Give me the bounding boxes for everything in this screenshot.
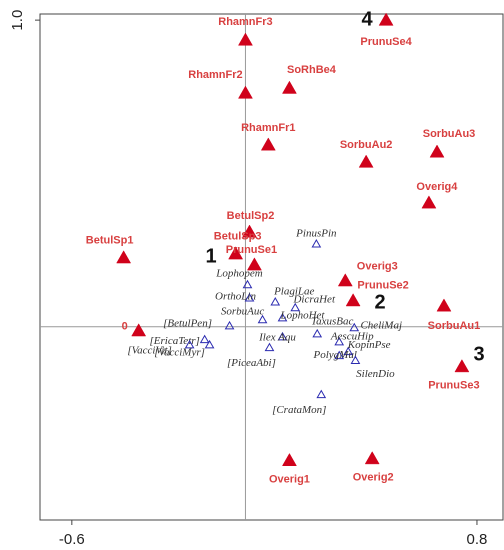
point-label: OrthoLin — [215, 291, 256, 303]
point-label: Lophopem — [215, 267, 263, 279]
point-marker — [204, 339, 215, 349]
point-label: BetulSp2 — [227, 210, 275, 222]
point-marker — [311, 238, 322, 248]
point-marker — [238, 32, 253, 46]
point-label: RhamnFr2 — [188, 69, 242, 81]
point-label: PolygMul — [313, 349, 357, 361]
point-label: PrunuSe2 — [357, 280, 408, 292]
x-tick-label: 0.8 — [467, 531, 488, 548]
point-marker — [270, 296, 281, 306]
point-label: Overig3 — [357, 261, 398, 273]
point-marker — [337, 273, 353, 287]
point-marker — [378, 12, 394, 26]
point-label: AescuHip — [330, 330, 374, 342]
point-label: DicraHet — [292, 293, 335, 305]
plot-frame — [39, 13, 504, 521]
point-label: LophoHet — [279, 309, 325, 321]
point-marker — [116, 250, 132, 264]
point-label: SoRhBe4 — [287, 64, 337, 76]
point-label: CheliMaj — [360, 319, 402, 331]
point-label: SorbuAu3 — [423, 128, 476, 140]
point-marker — [277, 331, 288, 341]
point-marker — [242, 279, 253, 289]
point-label: BetulSp3 — [214, 231, 262, 243]
point-marker — [364, 451, 380, 465]
point-marker — [224, 320, 235, 330]
annotation: 3 — [473, 343, 484, 365]
point-marker — [238, 85, 253, 99]
point-marker — [199, 334, 210, 344]
annotation: 4 — [361, 8, 373, 30]
point-label: PrunuSe3 — [428, 380, 479, 392]
annotation: 2 — [374, 291, 385, 313]
y-tick-label: 1.0 — [9, 10, 26, 31]
point-label: RhamnFr3 — [218, 16, 272, 28]
point-label: [BetulPen] — [163, 317, 212, 329]
point-marker — [312, 328, 323, 338]
point-label: [VacciMyr] — [154, 346, 205, 358]
point-label: PinusPin — [295, 228, 337, 240]
point-label: [VacciVit] — [127, 344, 171, 356]
point-label: RhamnFr1 — [241, 122, 295, 134]
x-tick-label: -0.6 — [59, 531, 85, 548]
point-marker — [334, 350, 345, 360]
point-marker — [257, 314, 268, 324]
point-marker — [242, 224, 257, 238]
point-label: PrunuSe1 — [226, 244, 277, 256]
point-label: Overig1 — [269, 473, 310, 485]
point-label: 0 — [122, 321, 128, 333]
point-marker — [228, 246, 244, 260]
point-marker — [184, 339, 195, 349]
point-marker — [349, 322, 360, 332]
point-marker — [260, 137, 276, 151]
point-label: KopinPse — [347, 339, 391, 351]
point-label: Overig2 — [353, 472, 394, 484]
point-label: PlagiLae — [273, 285, 314, 297]
point-marker — [421, 195, 437, 209]
point-marker — [345, 293, 361, 307]
point-marker — [131, 323, 147, 337]
point-marker — [436, 298, 452, 312]
point-marker — [246, 257, 262, 271]
point-marker — [282, 453, 297, 467]
point-marker — [454, 359, 470, 373]
point-marker — [316, 389, 327, 399]
point-label: TaxusBac — [311, 315, 353, 327]
point-label: Overig4 — [416, 181, 458, 193]
point-label: SilenDio — [356, 368, 395, 380]
point-marker — [334, 336, 345, 346]
point-marker — [282, 80, 297, 94]
point-label: Ilex Aqu — [258, 331, 296, 343]
point-label: [CrataMon] — [272, 404, 326, 416]
point-marker — [264, 342, 275, 352]
point-label: SorbuAuc — [221, 305, 265, 317]
point-label: PrunuSe4 — [360, 36, 412, 48]
point-marker — [290, 302, 301, 312]
point-marker — [429, 144, 445, 158]
point-marker — [277, 312, 288, 322]
annotation: 1 — [205, 245, 216, 267]
point-marker — [358, 154, 374, 168]
point-label: BetulSp1 — [86, 235, 134, 247]
point-marker — [343, 346, 354, 356]
point-marker — [244, 292, 255, 302]
point-marker — [350, 355, 361, 365]
point-label: SorbuAu2 — [340, 139, 393, 151]
point-label: SorbuAu1 — [428, 320, 481, 332]
point-label: [PiceaAbi] — [227, 357, 276, 369]
